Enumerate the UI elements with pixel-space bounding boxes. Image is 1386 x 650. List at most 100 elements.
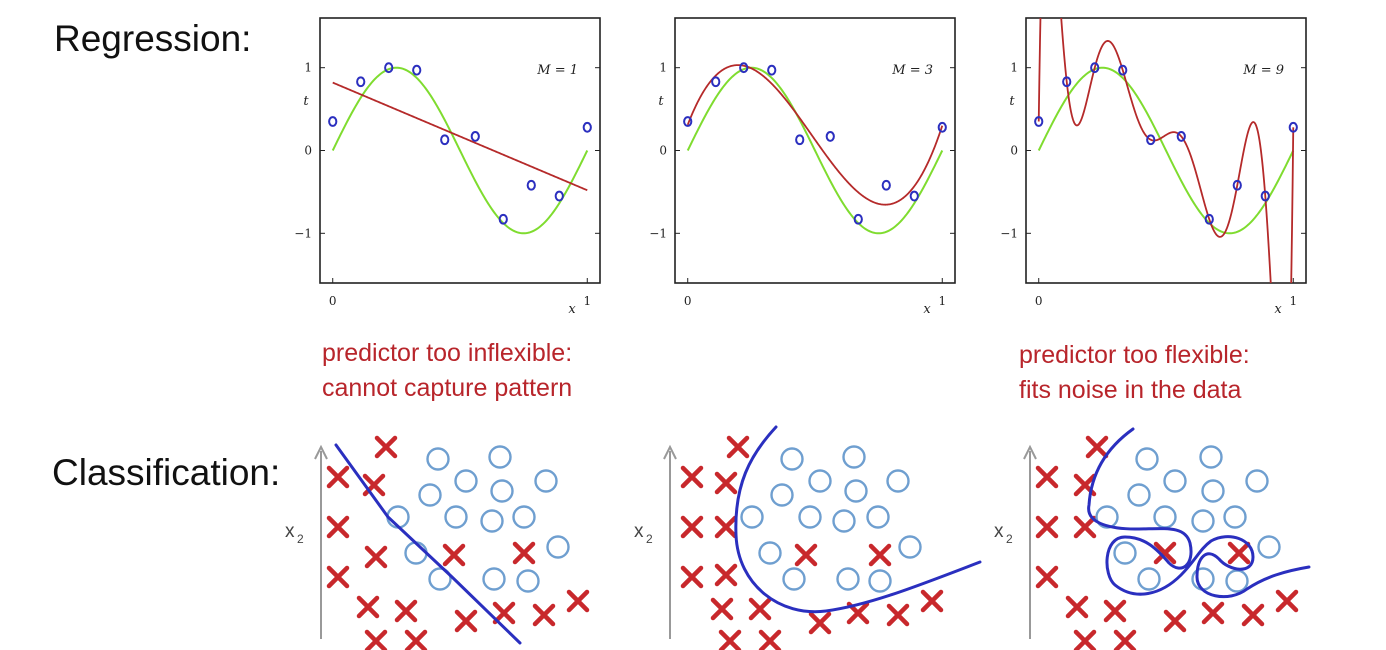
class-circle-marker xyxy=(480,509,504,533)
class-circle-marker xyxy=(1225,569,1249,593)
underfit-note-line1: predictor too inflexible: xyxy=(322,339,573,367)
class-circle-marker xyxy=(444,505,468,529)
x-tick-label: 1 xyxy=(1289,294,1297,308)
class-circle-marker xyxy=(490,479,514,503)
class-circle-marker xyxy=(1113,541,1137,565)
y-tick-label: −1 xyxy=(294,226,312,240)
curve-group xyxy=(1037,18,1295,283)
underfit-note-line2: cannot capture pattern xyxy=(322,374,573,402)
class-cross-marker xyxy=(326,515,350,539)
class-cross-marker xyxy=(714,471,738,495)
class-circle-marker xyxy=(780,447,804,471)
class-circle-marker xyxy=(404,541,428,565)
y-tick-label: 0 xyxy=(659,144,667,158)
decision-boundary xyxy=(334,443,522,645)
y-tick-label: 1 xyxy=(659,61,667,75)
class-circle-marker xyxy=(418,483,442,507)
model-order-label: M = 1 xyxy=(536,63,578,78)
class-circle-marker xyxy=(454,469,478,493)
class-cross-marker xyxy=(442,543,466,567)
class-cross-marker xyxy=(454,609,478,633)
class-cross-marker xyxy=(1201,601,1225,625)
x-tick-label: 0 xyxy=(1035,294,1043,308)
class-circle-marker xyxy=(1095,505,1119,529)
data-point xyxy=(853,213,863,225)
data-point xyxy=(498,213,508,225)
y-axis-label: t xyxy=(658,94,664,109)
x-axis-label: x xyxy=(568,302,576,317)
class-cross-marker xyxy=(680,465,704,489)
class-cross-marker xyxy=(374,435,398,459)
class-cross-marker xyxy=(1241,603,1265,627)
class-cross-marker xyxy=(714,515,738,539)
true-function-curve xyxy=(1037,66,1295,235)
class-cross-marker xyxy=(1103,599,1127,623)
y-axis-arrow xyxy=(314,444,328,460)
class-circle-marker xyxy=(482,567,506,591)
class-cross-marker xyxy=(1035,565,1059,589)
curve-group xyxy=(686,64,944,235)
data-point xyxy=(1232,179,1242,191)
data-point xyxy=(554,190,564,202)
class-cross-marker xyxy=(364,545,388,569)
class-circle-marker xyxy=(836,567,860,591)
data-point xyxy=(1090,62,1100,74)
x-tick-label: 1 xyxy=(583,294,591,308)
class-cross-marker xyxy=(710,597,734,621)
class-circle-marker xyxy=(770,483,794,507)
class-circle-marker xyxy=(428,567,452,591)
class-cross-marker xyxy=(808,611,832,635)
data-point xyxy=(1176,131,1186,142)
class-circle-marker xyxy=(886,469,910,493)
data-point xyxy=(1034,116,1044,127)
class-cross-marker xyxy=(566,589,590,613)
true-function-curve xyxy=(331,66,589,235)
class-circle-marker xyxy=(842,445,866,469)
class-circle-marker xyxy=(534,469,558,493)
data-point xyxy=(526,179,536,191)
class-cross-marker xyxy=(404,629,428,650)
y-axis-arrow xyxy=(663,444,677,460)
class-cross-marker xyxy=(714,563,738,587)
x2-axis-subscript: 2 xyxy=(1006,532,1013,546)
class-circle-marker xyxy=(1127,483,1151,507)
decision-boundary xyxy=(734,425,982,614)
data-point xyxy=(909,190,919,202)
class-circle-marker xyxy=(866,505,890,529)
class-cross-marker xyxy=(1073,629,1097,650)
regression-heading: Regression: xyxy=(54,18,252,59)
class-circle-marker xyxy=(740,505,764,529)
model-order-label: M = 3 xyxy=(891,63,933,78)
x2-axis-subscript: 2 xyxy=(297,532,304,546)
true-function-curve xyxy=(686,66,944,235)
data-point xyxy=(1146,134,1156,146)
y-axis-arrow xyxy=(1023,444,1037,460)
data-point xyxy=(384,62,394,74)
data-point xyxy=(711,76,721,88)
y-tick-label: 1 xyxy=(1010,61,1018,75)
class-cross-marker xyxy=(1065,595,1089,619)
class-circle-marker xyxy=(1137,567,1161,591)
overfit-note: predictor too flexible: fits noise in th… xyxy=(1019,338,1250,408)
data-point xyxy=(1118,64,1128,76)
y-tick-label: 1 xyxy=(304,61,312,75)
class-circle-marker xyxy=(488,445,512,469)
y-axis-label: t xyxy=(1009,94,1015,109)
classification-heading: Classification: xyxy=(52,452,281,493)
x-tick-label: 1 xyxy=(938,294,946,308)
x2-axis-label: x xyxy=(994,521,1004,542)
class-cross-marker xyxy=(1073,515,1097,539)
fitted-curve xyxy=(332,81,588,192)
class-circle-marker xyxy=(426,447,450,471)
class-cross-marker xyxy=(920,589,944,613)
model-order-label: M = 9 xyxy=(1242,63,1284,78)
class-cross-marker xyxy=(1275,589,1299,613)
data-point xyxy=(767,64,777,76)
data-point xyxy=(1062,76,1072,88)
data-point xyxy=(412,64,422,76)
